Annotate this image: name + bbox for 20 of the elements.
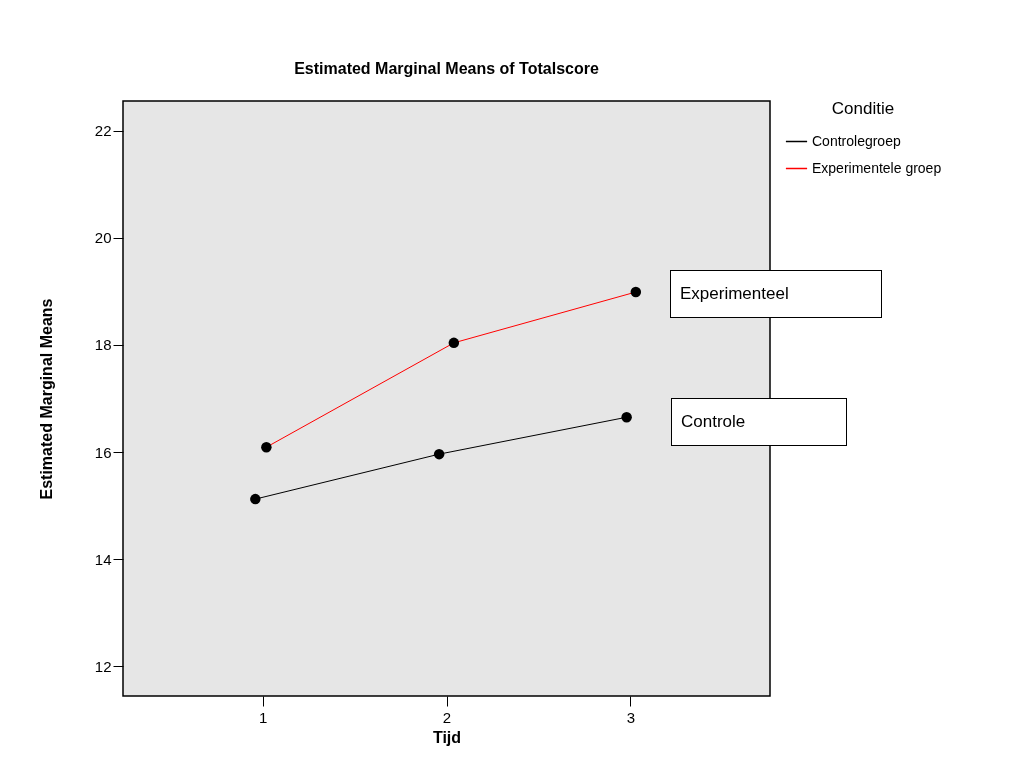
legend-label: Controlegroep: [812, 132, 901, 149]
y-tick-label: 16: [94, 443, 112, 461]
chart-title: Estimated Marginal Means of Totalscore: [294, 60, 599, 77]
annotation: Experimenteel: [680, 284, 789, 304]
point: [250, 493, 261, 505]
legend-label: Experimentele groep: [812, 159, 942, 176]
x-tick-label: 1: [259, 708, 268, 726]
y-axis-title: Estimated Marginal Means: [37, 298, 55, 500]
y-tick-label: 12: [94, 657, 112, 675]
legend-title: Conditie: [831, 99, 895, 118]
y-tick-label: 14: [94, 550, 112, 568]
x-tick-label: 3: [626, 708, 635, 726]
point: [433, 448, 445, 460]
x-tick-label: 2: [442, 708, 452, 726]
y-tick-label: 18: [94, 336, 112, 354]
annotation: Controle: [681, 412, 746, 432]
x-axis-title: Tijd: [432, 728, 462, 746]
y-tick-label: 22: [94, 122, 112, 140]
point: [621, 411, 632, 423]
y-tick-label: 20: [94, 229, 112, 247]
